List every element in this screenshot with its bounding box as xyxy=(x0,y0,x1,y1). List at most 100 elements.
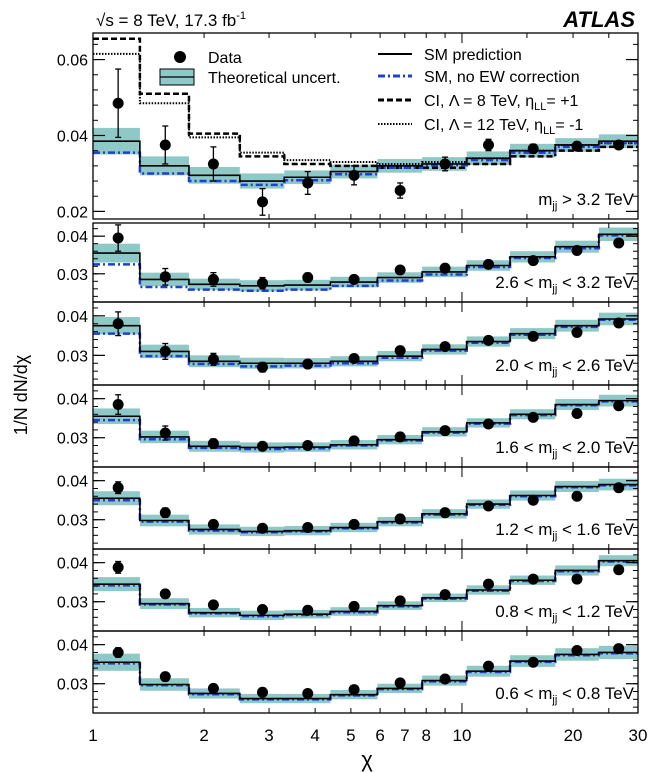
data-point xyxy=(348,600,360,612)
data-point xyxy=(159,345,171,357)
legend-theory-label: Theoretical uncert. xyxy=(208,70,341,87)
data-point xyxy=(482,660,494,672)
data-point xyxy=(348,684,360,696)
sm-prediction-line xyxy=(93,318,638,365)
y-tick-label: 0.04 xyxy=(57,474,88,491)
x-tick-label: 10 xyxy=(452,726,471,745)
data-point xyxy=(394,185,406,197)
y-tick-label: 0.03 xyxy=(57,513,88,530)
data-point xyxy=(256,604,268,616)
y-tick-label: 0.03 xyxy=(57,595,88,612)
panel-mass-label: 0.8 < mjj < 1.2 TeV xyxy=(495,602,634,624)
y-tick-label: 0.04 xyxy=(57,309,88,326)
data-point xyxy=(439,262,451,274)
data-point xyxy=(571,244,583,256)
panel-plot-area xyxy=(93,37,638,216)
panel-mass-label: 1.6 < mjj < 2.0 TeV xyxy=(495,438,634,460)
sm-no-ew-line xyxy=(93,234,638,292)
panel-6: 0.03 0.04 0.8 < mjj < 1.2 TeV xyxy=(57,548,639,632)
data-point xyxy=(302,358,314,370)
panel-1: 0.02 0.04 0.06 mjj > 3.2 TeV xyxy=(57,32,639,221)
y-tick-label: 0.04 xyxy=(57,229,88,246)
ci-lambda8-line xyxy=(93,37,638,170)
y-tick-label: 0.04 xyxy=(57,128,88,145)
legend-sm-label: SM prediction xyxy=(424,47,522,64)
data-point xyxy=(207,273,219,285)
data-point xyxy=(256,686,268,698)
data-point xyxy=(159,671,171,683)
data-point xyxy=(527,494,539,506)
x-tick-label: 5 xyxy=(346,726,355,745)
sm-prediction-line xyxy=(93,651,638,700)
y-tick-label: 0.03 xyxy=(57,431,88,448)
data-point xyxy=(207,599,219,611)
data-point xyxy=(348,169,360,181)
data-point xyxy=(482,139,494,151)
panel-5: 0.03 0.04 1.2 < mjj < 1.6 TeV xyxy=(57,466,639,550)
y-tick-label: 0.02 xyxy=(57,204,88,221)
data-point xyxy=(207,438,219,450)
sm-prediction-line xyxy=(93,483,638,533)
data-point xyxy=(159,588,171,600)
data-point xyxy=(482,500,494,512)
y-tick-label: 0.03 xyxy=(57,677,88,694)
x-axis-title: χ xyxy=(361,747,373,772)
data-point xyxy=(527,255,539,267)
legend-ci8-label: CI, Λ = 8 TeV, ηLL= +1 xyxy=(424,93,579,113)
data-point xyxy=(571,573,583,585)
data-point xyxy=(613,564,625,576)
data-point xyxy=(571,408,583,420)
data-point xyxy=(482,334,494,346)
x-axis: 1 2 3 4 5 6 7 8 10 20 30 xyxy=(88,726,647,745)
y-tick-label: 0.03 xyxy=(57,348,88,365)
data-point xyxy=(439,425,451,437)
data-point xyxy=(613,482,625,494)
data-point xyxy=(571,140,583,152)
legend-data-marker xyxy=(174,51,186,63)
data-point xyxy=(439,341,451,353)
data-point xyxy=(394,345,406,357)
panel-plot-area xyxy=(93,643,638,704)
header-energy-lumi: √s = 8 TeV, 17.3 fb-1 xyxy=(96,10,246,30)
x-tick-label: 30 xyxy=(629,726,648,745)
data-point xyxy=(112,318,124,330)
panel-plot-area xyxy=(93,394,638,453)
sm-prediction-line xyxy=(93,559,638,617)
panel-mass-label: 0.6 < mjj < 0.8 TeV xyxy=(495,684,634,706)
data-point xyxy=(207,353,219,365)
data-point xyxy=(394,264,406,276)
data-point xyxy=(112,399,124,411)
panel-4: 0.03 0.04 1.6 < mjj < 2.0 TeV xyxy=(57,384,639,468)
data-point xyxy=(394,677,406,689)
panel-2: 0.03 0.04 2.6 < mjj < 3.2 TeV xyxy=(57,222,639,303)
panel-plot-area xyxy=(93,224,638,292)
data-point xyxy=(482,578,494,590)
data-point xyxy=(302,177,314,189)
panel-plot-area xyxy=(93,311,638,373)
data-point xyxy=(348,435,360,447)
data-point xyxy=(302,440,314,452)
x-tick-label: 3 xyxy=(264,726,273,745)
data-point xyxy=(207,158,219,170)
legend: Data Theoretical uncert. SM prediction S… xyxy=(159,47,583,137)
data-point xyxy=(348,353,360,365)
panels-group: 0.02 0.04 0.06 mjj > 3.2 TeV 0.03 0.04 2.6 < m… xyxy=(57,32,639,714)
sm-prediction-line xyxy=(93,233,638,287)
y-tick-label: 0.04 xyxy=(57,638,88,655)
data-point xyxy=(439,673,451,685)
panel-7: 0.03 0.04 0.6 < mjj < 0.8 TeV xyxy=(57,630,639,714)
data-point xyxy=(256,361,268,373)
panel-plot-area xyxy=(93,555,638,621)
data-point xyxy=(482,258,494,270)
data-point xyxy=(159,427,171,439)
data-point xyxy=(613,237,625,249)
data-point xyxy=(571,490,583,502)
x-tick-label: 6 xyxy=(375,726,384,745)
data-point xyxy=(112,232,124,244)
data-point xyxy=(302,604,314,616)
panel-mass-label: 2.0 < mjj < 2.6 TeV xyxy=(495,356,634,378)
data-point xyxy=(394,431,406,443)
data-point xyxy=(527,143,539,155)
data-point xyxy=(571,645,583,657)
